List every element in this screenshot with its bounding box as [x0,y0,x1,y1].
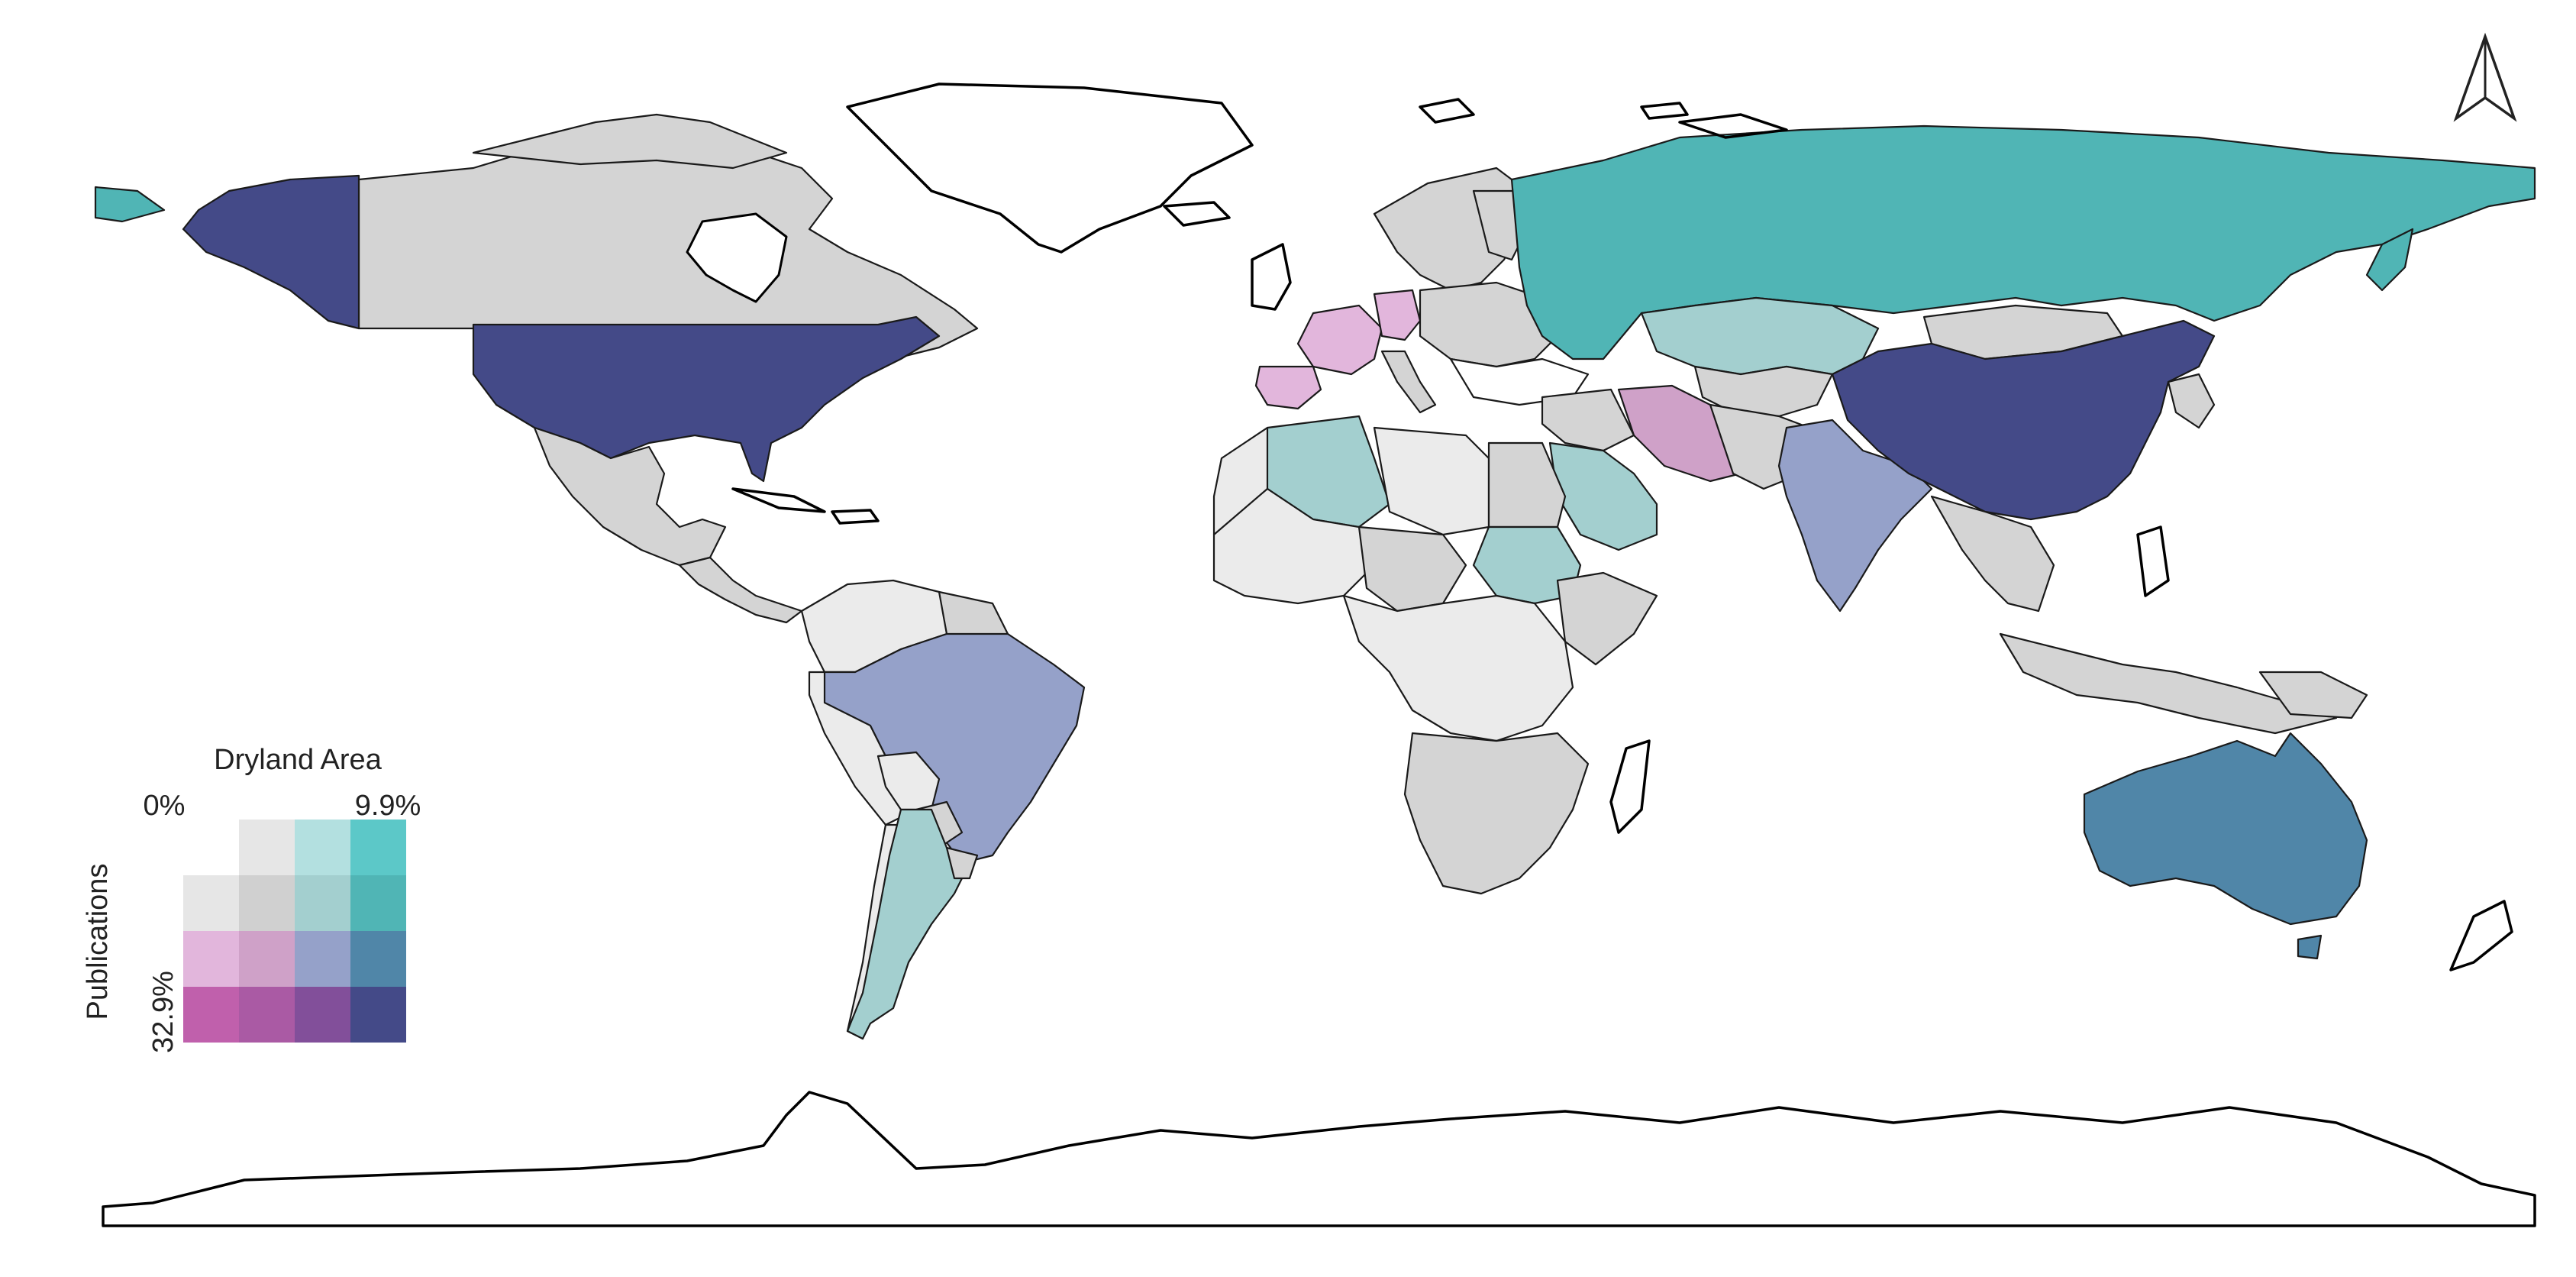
legend-cell-1-0 [183,875,239,931]
legend-cell-3-0 [183,987,239,1043]
korea-japan [2167,373,2216,429]
central-africa [1342,594,1574,742]
australia [2083,732,2368,926]
central-asia [1693,365,1834,418]
italy [1380,350,1437,414]
cuba [731,487,826,513]
new-guinea [2258,671,2368,719]
legend-cell-3-3 [350,987,406,1043]
kamchatka [2365,228,2414,292]
tasmania [2297,934,2323,960]
legend-title-dryland-area: Dryland Area [214,744,383,776]
libya [1373,426,1490,536]
central-america [678,556,803,624]
north-arrow-icon [2453,32,2517,122]
legend-title-publications: Publications [82,864,114,1020]
india [1777,419,1933,613]
chad-niger [1357,525,1467,613]
france [1296,304,1383,376]
uk-ireland [1251,243,1292,311]
hispaniola [831,509,880,525]
southeast-asia [1930,495,2055,613]
legend-cell-2-3 [350,931,406,987]
legend-x-min-label: 0% [144,790,186,822]
southern-africa [1403,732,1590,895]
new-zealand [2449,900,2513,971]
madagascar [1609,739,1651,834]
ethiopia-somalia [1556,571,1658,666]
legend-grid [183,820,406,1043]
legend-cell-0-2 [295,820,350,875]
spain [1254,365,1322,410]
bivariate-legend: Dryland Area 0% 9.9% Publications 32.9% [82,744,421,1053]
franz-josef [1640,102,1689,120]
balkans-turkey [1449,357,1590,406]
greenland [846,82,1254,254]
canada-arctic-islands [472,113,788,170]
egypt [1487,441,1567,529]
novaya-zemlya [1678,113,1788,139]
legend-cell-2-2 [295,931,350,987]
kazakhstan [1640,296,1880,376]
iceland [1163,201,1231,227]
legend-cell-1-3 [350,875,406,931]
indonesia [1999,632,2338,735]
legend-cell-2-0 [183,931,239,987]
legend-cell-0-3 [350,820,406,875]
svalbard [1419,98,1475,124]
legend-cell-1-1 [239,875,295,931]
sahel-west [1212,487,1376,605]
legend-cell-0-1 [239,820,295,875]
legend-x-max-label: 9.9% [355,790,421,822]
hudson-bay [686,212,788,303]
legend-cell-0-0 [183,820,239,875]
alaska [182,174,360,330]
chukotka [94,186,166,223]
antarctica [102,1091,2536,1227]
legend-cell-2-1 [239,931,295,987]
russia [1510,124,2536,360]
china [1831,319,2216,521]
legend-cell-1-2 [295,875,350,931]
saudi-arabia [1548,441,1658,551]
legend-y-max-label: 32.9% [147,971,179,1053]
legend-cell-3-2 [295,987,350,1043]
united-states [472,315,941,483]
germany [1373,289,1422,341]
middle-east [1541,388,1635,452]
uruguay [945,846,979,880]
sudan [1472,525,1582,605]
philippines [2136,525,2170,597]
mexico [533,426,727,567]
legend-cell-3-1 [239,987,295,1043]
